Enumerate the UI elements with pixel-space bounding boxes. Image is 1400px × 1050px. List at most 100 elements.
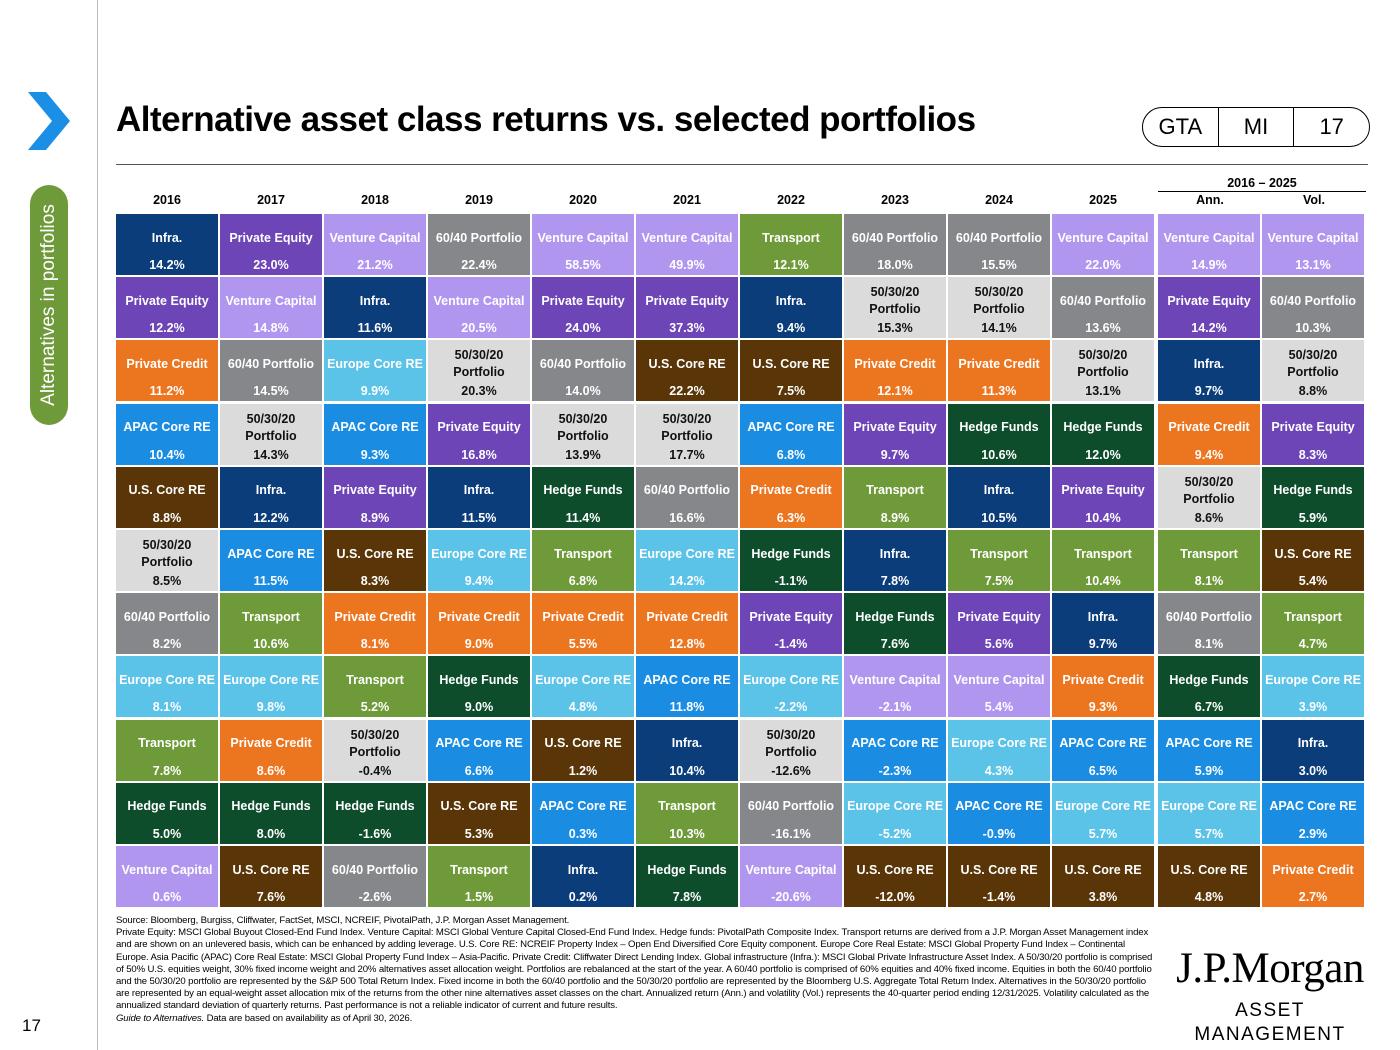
quilt-cell: Hedge Funds 10.6% <box>948 403 1050 465</box>
cell-return-value: 7.8% <box>152 763 182 778</box>
quilt-cell: U.S. Core RE 4.8% <box>1158 846 1260 907</box>
quilt-cell: Hedge Funds 9.0% <box>428 656 530 718</box>
quilt-cell: 60/40 Portfolio 8.1% <box>1158 593 1260 655</box>
quilt-cell: Infra. 3.0% <box>1262 719 1364 781</box>
cell-return-value: 6.8% <box>568 574 598 588</box>
quilt-cell: APAC Core RE -2.3% <box>844 719 946 781</box>
cell-asset-name: Venture Capital <box>433 293 525 308</box>
quilt-cell: Hedge Funds 5.0% <box>116 782 218 844</box>
quilt-cell: 60/40 Portfolio -16.1% <box>740 782 842 844</box>
quilt-cell: Venture Capital 21.2% <box>324 214 426 275</box>
cell-asset-name: Infra. <box>671 736 703 751</box>
cell-asset-name: U.S. Core RE <box>1064 862 1142 877</box>
quilt-cell: Private Equity 14.2% <box>1158 277 1260 339</box>
quilt-cell: Europe Core RE 4.3% <box>948 719 1050 781</box>
cell-return-value: 6.7% <box>1194 700 1224 715</box>
quilt-cell: Transport 7.5% <box>948 530 1050 591</box>
cell-return-value: 22.2% <box>669 384 705 399</box>
cell-return-value: 8.8% <box>1298 384 1328 399</box>
quilt-cell: Infra. 11.5% <box>428 466 530 528</box>
cell-asset-name: APAC Core RE <box>1059 736 1147 751</box>
quilt-cell: U.S. Core RE 7.6% <box>220 846 322 907</box>
cell-asset-name: Private Credit <box>750 483 832 498</box>
cell-asset-name: U.S. Core RE <box>336 546 414 561</box>
cell-asset-name: APAC Core RE <box>539 799 627 814</box>
cell-asset-name: Hedge Funds <box>1273 483 1353 498</box>
cell-return-value: 4.8% <box>1194 890 1224 904</box>
cell-asset-name: 50/30/20 Portfolio <box>349 727 401 759</box>
cell-asset-name: Hedge Funds <box>959 420 1039 435</box>
cell-return-value: 11.5% <box>461 510 497 525</box>
cell-return-value: 14.2% <box>1191 321 1227 336</box>
cell-return-value: -12.6% <box>771 763 811 778</box>
quilt-cell: Transport 7.8% <box>116 719 218 781</box>
quilt-cell: Infra. 10.4% <box>636 719 738 781</box>
cell-asset-name: APAC Core RE <box>747 420 835 435</box>
cell-asset-name: Private Credit <box>958 356 1040 371</box>
quilt-cell: U.S. Core RE 22.2% <box>636 340 738 402</box>
cell-asset-name: Private Credit <box>230 736 312 751</box>
cell-asset-name: 60/40 Portfolio <box>331 862 419 877</box>
column-header: 2017 <box>257 193 285 207</box>
cell-return-value: 8.0% <box>256 826 286 841</box>
cell-return-value: 11.4% <box>565 510 601 525</box>
cell-asset-name: 50/30/20 Portfolio <box>1077 348 1129 380</box>
quilt-cell: Private Equity 24.0% <box>532 277 634 339</box>
cell-return-value: 17.7% <box>669 447 705 462</box>
cell-return-value: 14.1% <box>981 321 1017 336</box>
cell-return-value: 9.7% <box>1088 637 1118 652</box>
section-label: Alternatives in portfolios <box>30 185 68 425</box>
cell-asset-name: Private Equity <box>437 420 521 435</box>
quilt-cell: Private Equity 23.0% <box>220 214 322 275</box>
cell-asset-name: Private Credit <box>126 356 208 371</box>
cell-asset-name: Private Equity <box>749 609 833 624</box>
cell-return-value: -2.1% <box>878 700 912 715</box>
quilt-cell: Hedge Funds 7.6% <box>844 593 946 655</box>
cell-return-value: 8.6% <box>256 763 286 778</box>
cell-asset-name: 60/40 Portfolio <box>747 799 835 814</box>
cell-return-value: 10.4% <box>669 763 705 778</box>
quilt-cell: U.S. Core RE 8.3% <box>324 530 426 591</box>
quilt-cell: Private Credit 8.6% <box>220 719 322 781</box>
quilt-cell: Venture Capital 13.1% <box>1262 214 1364 275</box>
guide-badge: GTA MI 17 <box>1142 107 1370 147</box>
cell-return-value: 8.6% <box>1194 510 1224 525</box>
quilt-cell: Europe Core RE 9.4% <box>428 530 530 591</box>
column-header: Vol. <box>1303 193 1325 207</box>
quilt-cell: Europe Core RE 5.7% <box>1052 782 1154 844</box>
cell-asset-name: Private Credit <box>1168 420 1250 435</box>
quilt-cell: 50/30/20 Portfolio 8.5% <box>116 530 218 591</box>
cell-asset-name: Private Equity <box>229 230 313 245</box>
cell-asset-name: Venture Capital <box>1163 230 1255 245</box>
column-header: 2021 <box>673 193 701 207</box>
cell-asset-name: Venture Capital <box>225 293 317 308</box>
range-rule <box>1158 191 1366 192</box>
quilt-cell: U.S. Core RE -12.0% <box>844 846 946 907</box>
badge-page: 17 <box>1293 108 1369 146</box>
cell-asset-name: Transport <box>762 230 820 245</box>
cell-return-value: -16.1% <box>771 826 811 841</box>
quilt-cell: Europe Core RE 4.8% <box>532 656 634 718</box>
quilt-cell: Europe Core RE -5.2% <box>844 782 946 844</box>
quilt-cell: Private Credit 12.8% <box>636 593 738 655</box>
cell-asset-name: Europe Core RE <box>327 356 423 371</box>
quilt-cell: U.S. Core RE 5.3% <box>428 782 530 844</box>
cell-return-value: 5.9% <box>1194 763 1224 778</box>
quilt-cell: Private Credit 5.5% <box>532 593 634 655</box>
quilt-cell: Transport 6.8% <box>532 530 634 591</box>
quilt-cell: 50/30/20 Portfolio 13.9% <box>532 403 634 465</box>
cell-asset-name: Infra. <box>567 862 599 877</box>
cell-return-value: 14.3% <box>253 447 289 462</box>
cell-return-value: 6.3% <box>776 510 806 525</box>
cell-return-value: -2.3% <box>878 763 912 778</box>
quilt-cell: U.S. Core RE 8.8% <box>116 466 218 528</box>
quilt-cell: Infra. 9.7% <box>1052 593 1154 655</box>
quilt-cell: Private Credit 9.4% <box>1158 403 1260 465</box>
cell-return-value: 10.3% <box>1295 321 1331 336</box>
quilt-cell: Transport 10.3% <box>636 782 738 844</box>
footnote-availability: Guide to Alternatives. Data are based on… <box>116 1013 1159 1025</box>
cell-asset-name: Infra. <box>775 293 807 308</box>
cell-return-value: 9.9% <box>360 384 390 399</box>
quilt-cell: 60/40 Portfolio 13.6% <box>1052 277 1154 339</box>
cell-asset-name: Infra. <box>151 230 183 245</box>
